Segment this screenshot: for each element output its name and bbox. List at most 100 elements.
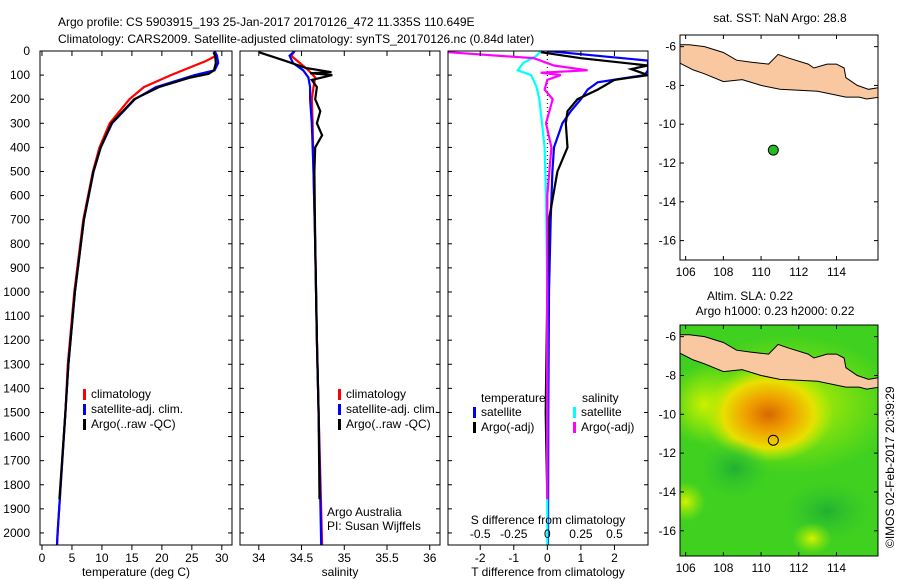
legend-label: climatology <box>91 387 151 401</box>
map-sst-map: 106 108 110 112 114 -6 -8 -10 -12 -14 -16 sat. SST:… <box>659 11 879 279</box>
legend-label: satellite <box>481 405 522 419</box>
x-tick-label: 114 <box>827 265 846 279</box>
x-tick-label: 114 <box>827 561 846 575</box>
x2-tick-label: -0.25 <box>500 527 528 541</box>
y-tick-label: 300 <box>10 116 30 130</box>
legend-label: Argo(..raw -QC) <box>91 417 176 431</box>
plot-frame <box>447 50 649 546</box>
legend-swatch <box>573 422 576 433</box>
y-tick-label: 1400 <box>3 381 30 395</box>
panel-temperature: 0 5 10 15 20 25 30 temperature (deg C) 0 100 200 30… <box>3 44 233 579</box>
x-tick-label: 10 <box>95 551 109 565</box>
y-tick-label: -6 <box>665 40 676 54</box>
land-java <box>680 44 878 100</box>
series-line-satellite-adj-clim- <box>55 51 220 545</box>
legend-label: Argo(-adj) <box>581 420 634 434</box>
x-tick-label: 108 <box>713 561 733 575</box>
y-tick-label: -14 <box>659 485 677 499</box>
legend-swatch <box>338 389 341 400</box>
x-tick-label: 34 <box>252 551 266 565</box>
map-subtitle: Argo h1000: 0.23 h2000: 0.22 <box>696 304 855 318</box>
land-java <box>680 334 878 390</box>
y-tick-label: -10 <box>659 407 677 421</box>
series-group <box>448 51 648 545</box>
legend-swatch <box>473 422 476 433</box>
map-frame <box>679 34 879 261</box>
y-tick-label: -6 <box>665 330 676 344</box>
x2-tick-label: 0.25 <box>569 527 593 541</box>
legend-swatch <box>338 404 341 415</box>
plot-frame <box>39 50 233 546</box>
legend-label: satellite-adj. clim. <box>346 402 438 416</box>
legend-swatch <box>573 407 576 418</box>
x2-tick-label: -0.5 <box>470 527 491 541</box>
panel-salinity: 34 34.5 35 35.5 36 salinity climatologysatelli… <box>239 50 441 579</box>
x2-tick-label: 0 <box>544 527 551 541</box>
x-tick-label: 0 <box>544 551 551 565</box>
x-tick-label: -1 <box>508 551 519 565</box>
legend-swatch <box>83 389 86 400</box>
legend-swatch <box>338 419 341 430</box>
sla-low <box>699 438 770 499</box>
argo-float-marker <box>767 144 779 156</box>
x-axis-label: T difference from climatology <box>471 565 625 579</box>
y-tick-label: 1000 <box>3 285 30 299</box>
x-axis-label: temperature (deg C) <box>82 565 190 579</box>
series-line-temperature-argo-adj- <box>540 51 648 500</box>
x2-axis-label: S difference from climatology <box>471 513 626 527</box>
legend-swatch <box>473 407 476 418</box>
series-line-argo-raw-qc- <box>58 51 217 500</box>
series-line-argo-raw-qc- <box>258 51 333 500</box>
map-title: sat. SST: NaN Argo: 28.8 <box>713 11 847 25</box>
argo-float-marker <box>767 434 779 446</box>
map-content <box>680 325 878 556</box>
y-tick-label: -16 <box>659 234 677 248</box>
legend-label: satellite-adj. clim. <box>91 402 183 416</box>
x-tick-label: 112 <box>789 265 808 279</box>
x-tick-label: 112 <box>789 561 808 575</box>
y-tick-label: 1700 <box>3 454 30 468</box>
annotation: Argo Australia <box>327 505 402 519</box>
series-group <box>55 51 220 545</box>
series-group <box>258 51 333 545</box>
x-tick-label: 106 <box>676 561 696 575</box>
sla-high <box>792 522 832 555</box>
panel-differences: -2 -1 0 1 2T difference from climatology temp… <box>447 50 649 579</box>
map-frame <box>679 324 879 557</box>
y-tick-label: 1100 <box>4 309 30 323</box>
annotation: PI: Susan Wijffels <box>327 519 421 533</box>
legend-swatch <box>83 404 86 415</box>
y-tick-label: -10 <box>659 117 677 131</box>
x-tick-label: 106 <box>676 265 696 279</box>
x-tick-label: 1 <box>578 551 585 565</box>
credit: ©IMOS 02-Feb-2017 20:39:29 <box>883 386 897 548</box>
y-tick-label: 600 <box>10 189 30 203</box>
x-tick-label: 2 <box>611 551 618 565</box>
y-tick-label: 1300 <box>3 357 30 371</box>
y-tick-label: -8 <box>665 368 676 382</box>
x-tick-label: -2 <box>475 551 486 565</box>
y-tick-label: 1600 <box>3 430 30 444</box>
map-sla-map: 106 108 110 112 114 -6 -8 -10 -12 -14 -16 Altim. SL… <box>659 289 879 575</box>
legend-swatch <box>83 419 86 430</box>
map-content <box>680 35 878 260</box>
legend-label: satellite <box>581 405 622 419</box>
title-line-2: Climatology: CARS2009. Satellite-adjuste… <box>58 32 534 46</box>
y-tick-label: -12 <box>659 156 677 170</box>
title-line-1: Argo profile: CS 5903915_193 25-Jan-2017… <box>58 15 475 29</box>
y-tick-label: 100 <box>10 68 30 82</box>
y-tick-label: 700 <box>10 213 30 227</box>
y-tick-label: 500 <box>10 164 30 178</box>
y-tick-label: 0 <box>23 44 30 58</box>
y-tick-label: 2000 <box>3 526 30 540</box>
legend-header: salinity <box>582 391 619 405</box>
map-title: Altim. SLA: 0.22 <box>707 289 793 303</box>
x-tick-label: 5 <box>69 551 76 565</box>
sla-high <box>703 366 834 463</box>
series-line-temperature-satellite <box>546 51 648 545</box>
y-tick-label: 400 <box>10 140 30 154</box>
x-tick-label: 35 <box>338 551 352 565</box>
legend-header: temperature <box>481 391 546 405</box>
